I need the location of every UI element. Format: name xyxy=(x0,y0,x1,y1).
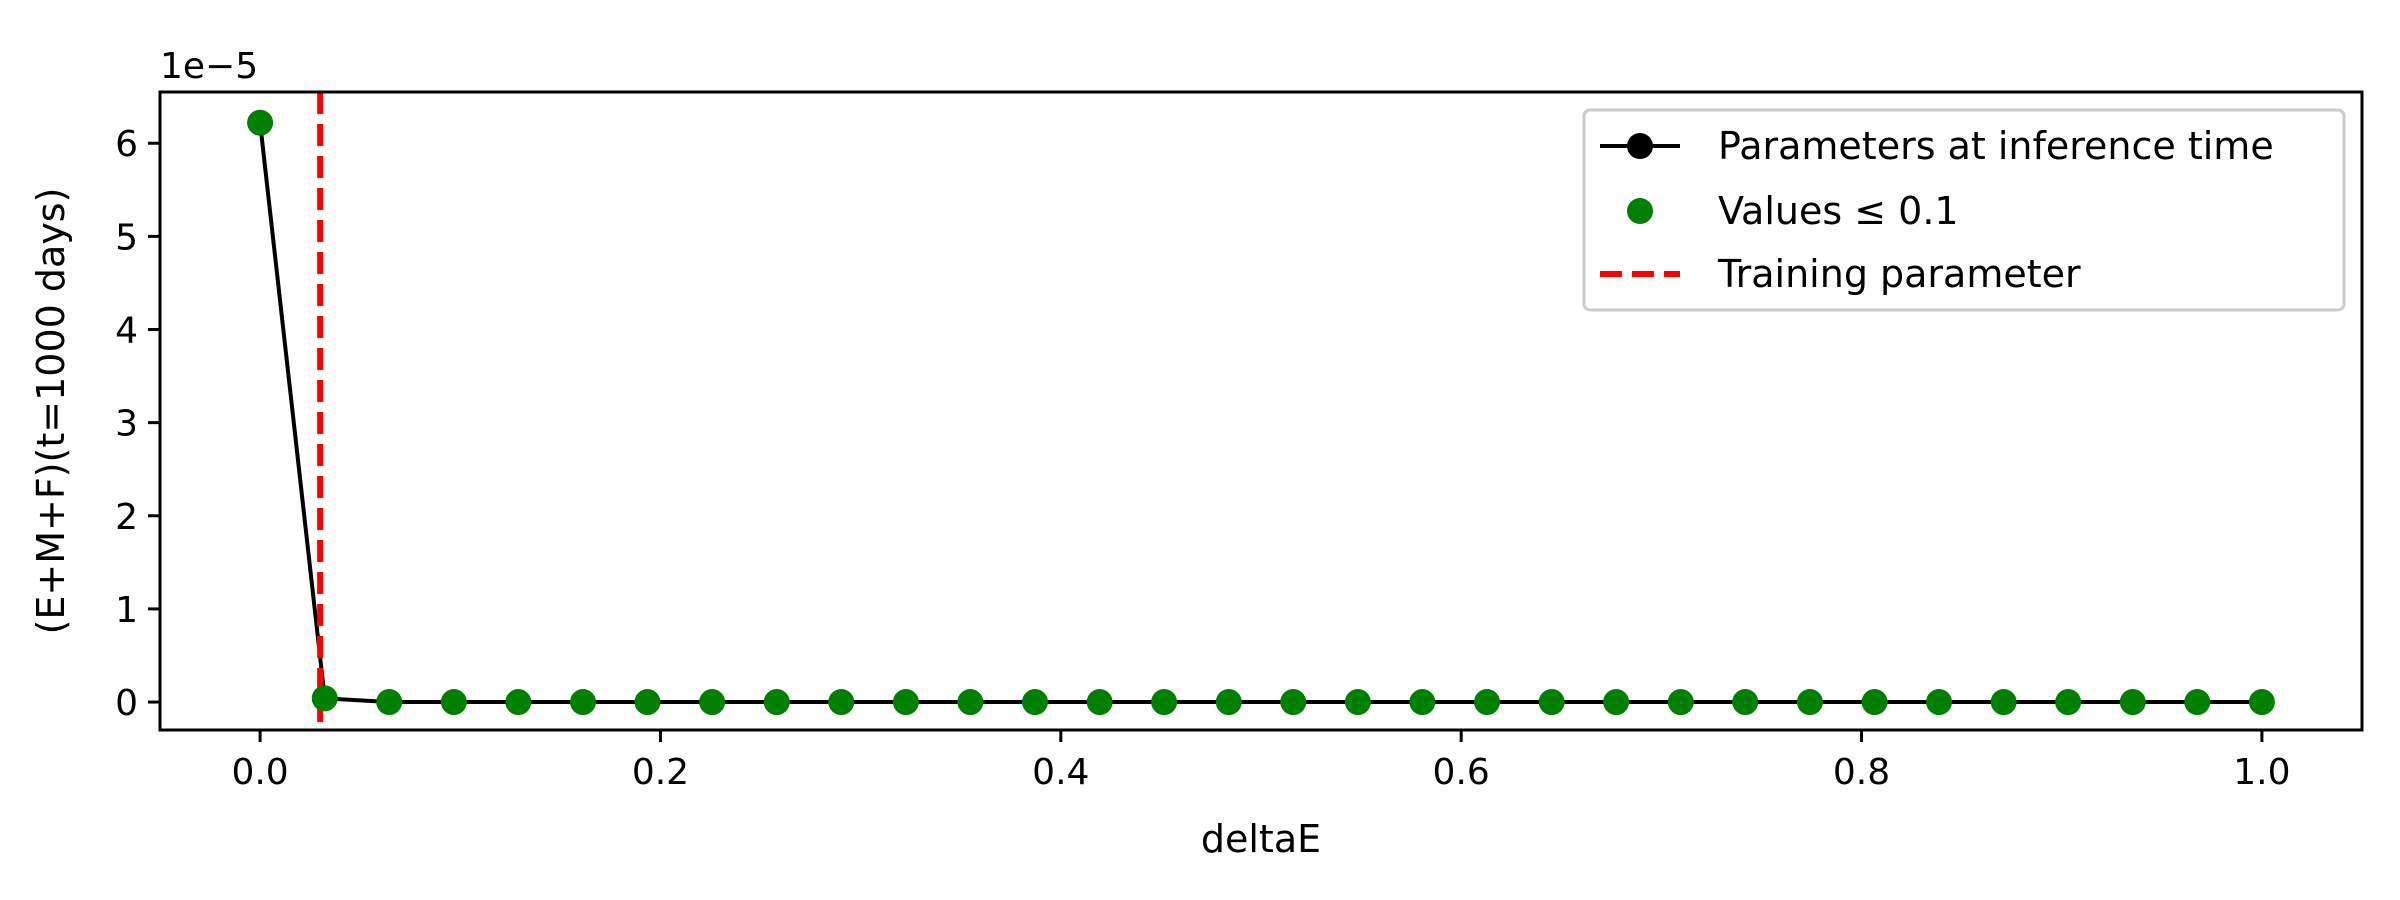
data-point xyxy=(569,689,596,716)
data-point xyxy=(828,689,855,716)
data-point xyxy=(2248,689,2275,716)
data-point xyxy=(1409,689,1436,716)
data-point xyxy=(1538,689,1565,716)
data-point xyxy=(1151,689,1178,716)
plot-frame xyxy=(158,90,2364,732)
data-point xyxy=(1926,689,1953,716)
x-axis: 0.0 0.2 0.4 0.6 0.8 1.0 xyxy=(231,730,2291,793)
data-point xyxy=(1280,689,1307,716)
y-tick-label: 6 xyxy=(115,124,138,165)
x-tick-label: 0.0 xyxy=(231,752,288,793)
data-point xyxy=(505,689,532,716)
data-point xyxy=(247,109,274,136)
data-point xyxy=(2184,689,2211,716)
legend: Parameters at inference time Values ≤ 0.1… xyxy=(1582,108,2346,312)
data-point xyxy=(763,689,790,716)
data-point xyxy=(376,689,403,716)
data-point xyxy=(1796,689,1823,716)
legend-entry: Values ≤ 0.1 xyxy=(1627,189,1959,233)
legend-label: Training parameter xyxy=(1717,252,2081,296)
legend-box xyxy=(1582,108,2346,312)
data-point xyxy=(440,689,467,716)
y-tick-label: 2 xyxy=(115,497,138,538)
y-tick-label: 3 xyxy=(115,404,138,445)
legend-label: Parameters at inference time xyxy=(1718,124,2274,168)
x-tick-label: 0.8 xyxy=(1833,752,1890,793)
data-point xyxy=(1215,689,1242,716)
data-point xyxy=(1732,689,1759,716)
data-point xyxy=(634,689,661,716)
data-point xyxy=(1474,689,1501,716)
y-tick-label: 1 xyxy=(115,590,138,631)
x-tick-label: 1.0 xyxy=(2233,752,2290,793)
x-tick-label: 0.2 xyxy=(632,752,689,793)
y-scale-label: 1e−5 xyxy=(160,46,258,87)
x-tick-label: 0.6 xyxy=(1433,752,1490,793)
x-axis-label: deltaE xyxy=(1201,817,1321,861)
data-point xyxy=(2055,689,2082,716)
y-axis-label: (E+M+F)(t=1000 days) xyxy=(29,188,73,635)
data-point xyxy=(1990,689,2017,716)
data-point xyxy=(1861,689,1888,716)
legend-marker-swatch xyxy=(1627,198,1653,224)
data-point xyxy=(892,689,919,716)
legend-entry: Training parameter xyxy=(1600,252,2081,296)
legend-label: Values ≤ 0.1 xyxy=(1718,189,1959,233)
legend-marker-swatch xyxy=(1627,133,1653,159)
data-point xyxy=(1086,689,1113,716)
legend-entry: Parameters at inference time xyxy=(1600,124,2274,168)
data-point xyxy=(699,689,726,716)
y-tick-label: 4 xyxy=(115,311,138,352)
data-point xyxy=(957,689,984,716)
plot-content xyxy=(247,92,2275,730)
data-point xyxy=(2119,689,2146,716)
y-axis: 0 1 2 3 4 5 6 xyxy=(115,124,160,724)
y-tick-label: 0 xyxy=(115,683,138,724)
x-tick-label: 0.4 xyxy=(1032,752,1089,793)
data-point xyxy=(1021,689,1048,716)
data-point xyxy=(1667,689,1694,716)
data-point xyxy=(311,685,338,712)
y-tick-label: 5 xyxy=(115,217,138,258)
data-point xyxy=(1344,689,1371,716)
data-point xyxy=(1603,689,1630,716)
